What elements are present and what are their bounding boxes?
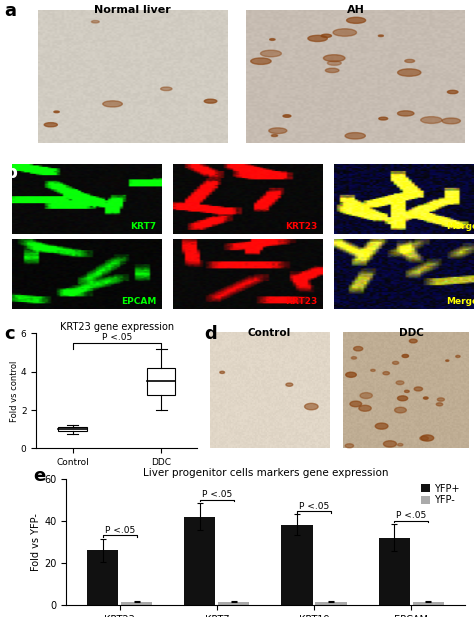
Circle shape: [161, 87, 172, 91]
Circle shape: [375, 423, 388, 429]
Circle shape: [346, 372, 356, 377]
Circle shape: [421, 117, 442, 123]
Circle shape: [346, 17, 365, 23]
Circle shape: [321, 34, 331, 38]
Text: EPCAM: EPCAM: [121, 297, 156, 307]
Circle shape: [423, 397, 428, 399]
Circle shape: [103, 101, 122, 107]
Circle shape: [308, 35, 328, 41]
Text: d: d: [204, 325, 217, 343]
Circle shape: [345, 444, 354, 448]
Circle shape: [402, 354, 409, 357]
Text: DDC: DDC: [399, 328, 424, 338]
Text: c: c: [4, 325, 15, 343]
Circle shape: [414, 387, 422, 391]
Circle shape: [251, 58, 271, 64]
Circle shape: [438, 398, 445, 401]
Text: b: b: [5, 164, 18, 181]
Circle shape: [379, 117, 388, 120]
Text: KRT7: KRT7: [130, 222, 156, 231]
Circle shape: [305, 404, 318, 410]
Circle shape: [261, 50, 282, 57]
Text: AH: AH: [346, 4, 365, 15]
Circle shape: [91, 20, 99, 23]
Circle shape: [333, 29, 356, 36]
Circle shape: [371, 369, 375, 371]
Circle shape: [398, 69, 421, 77]
Circle shape: [272, 135, 278, 136]
Text: a: a: [5, 1, 17, 20]
Circle shape: [359, 405, 371, 412]
Circle shape: [286, 383, 293, 386]
Circle shape: [405, 59, 415, 62]
Circle shape: [420, 436, 428, 441]
Circle shape: [398, 396, 408, 401]
Circle shape: [350, 401, 362, 407]
Text: e: e: [33, 466, 46, 484]
Text: KRT23: KRT23: [285, 222, 318, 231]
Circle shape: [436, 403, 443, 406]
Circle shape: [270, 39, 275, 40]
Circle shape: [404, 390, 409, 392]
Circle shape: [421, 435, 434, 441]
Text: Control: Control: [248, 328, 291, 338]
Circle shape: [283, 115, 291, 117]
Circle shape: [54, 111, 59, 113]
Circle shape: [328, 61, 341, 65]
Circle shape: [220, 371, 225, 373]
Circle shape: [446, 360, 449, 362]
Text: Merge: Merge: [447, 222, 474, 231]
Circle shape: [383, 371, 390, 375]
Circle shape: [456, 355, 460, 357]
Circle shape: [442, 118, 460, 124]
Circle shape: [351, 357, 356, 359]
Circle shape: [323, 55, 345, 62]
Circle shape: [269, 128, 287, 134]
Text: Normal liver: Normal liver: [94, 4, 171, 15]
Circle shape: [378, 35, 383, 36]
Circle shape: [354, 347, 363, 351]
Circle shape: [396, 381, 404, 384]
Circle shape: [394, 407, 406, 413]
Circle shape: [325, 68, 339, 73]
Text: KRT23: KRT23: [285, 297, 318, 307]
Circle shape: [360, 392, 373, 399]
Circle shape: [345, 133, 365, 139]
Circle shape: [204, 99, 217, 103]
Text: Merge: Merge: [447, 297, 474, 307]
Circle shape: [398, 444, 403, 446]
Circle shape: [398, 111, 414, 116]
Circle shape: [44, 123, 57, 127]
Circle shape: [447, 90, 458, 94]
Circle shape: [392, 362, 399, 365]
Circle shape: [410, 339, 417, 343]
Circle shape: [383, 441, 396, 447]
